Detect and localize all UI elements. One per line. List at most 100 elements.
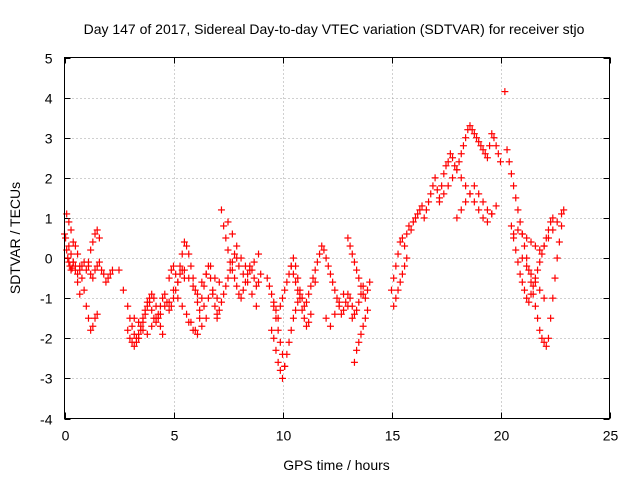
- data-point: [272, 306, 280, 314]
- data-point: [457, 150, 465, 158]
- data-point: [137, 322, 145, 330]
- data-point: [128, 338, 136, 346]
- data-point: [222, 234, 230, 242]
- data-point: [207, 262, 215, 270]
- data-point: [204, 294, 212, 302]
- data-point: [420, 214, 428, 222]
- data-point: [252, 282, 260, 290]
- data-point: [272, 314, 280, 322]
- x-tick-label: 0: [62, 428, 70, 444]
- data-point: [202, 314, 210, 322]
- data-point: [180, 238, 188, 246]
- data-point: [289, 314, 297, 322]
- data-point: [108, 266, 116, 274]
- data-point: [470, 182, 478, 190]
- data-point: [307, 310, 315, 318]
- data-point: [211, 274, 219, 282]
- data-point: [394, 250, 402, 258]
- data-point: [453, 214, 461, 222]
- data-point: [231, 250, 239, 258]
- data-point: [309, 274, 317, 282]
- data-point: [520, 286, 528, 294]
- data-point: [355, 338, 363, 346]
- data-point: [196, 306, 204, 314]
- data-point: [69, 238, 77, 246]
- data-point: [65, 242, 73, 250]
- data-point: [527, 290, 535, 298]
- data-point: [401, 262, 409, 270]
- data-point: [516, 218, 524, 226]
- data-point: [348, 314, 356, 322]
- data-point: [124, 326, 132, 334]
- data-point: [78, 274, 86, 282]
- data-point: [488, 130, 496, 138]
- data-point: [514, 258, 522, 266]
- data-point: [435, 198, 443, 206]
- data-point: [139, 314, 147, 322]
- data-point: [418, 202, 426, 210]
- data-point: [300, 314, 308, 322]
- data-point: [531, 302, 539, 310]
- data-point: [193, 298, 201, 306]
- data-point: [507, 222, 515, 230]
- data-point: [220, 222, 228, 230]
- data-point: [514, 206, 522, 214]
- data-point: [213, 294, 221, 302]
- data-point: [340, 306, 348, 314]
- data-point: [512, 194, 520, 202]
- data-point: [87, 270, 95, 278]
- data-point: [536, 326, 544, 334]
- data-point: [427, 190, 435, 198]
- data-point: [536, 286, 544, 294]
- data-point: [501, 88, 509, 96]
- data-point: [174, 278, 182, 286]
- data-point: [62, 234, 70, 242]
- data-point: [477, 142, 485, 150]
- data-point: [193, 290, 201, 298]
- data-point: [536, 246, 544, 254]
- data-point: [429, 182, 437, 190]
- data-point: [135, 330, 143, 338]
- y-axis-label: SDTVAR / TECUs: [7, 182, 23, 294]
- data-point: [198, 278, 206, 286]
- data-point: [250, 258, 258, 266]
- data-point: [366, 278, 374, 286]
- data-point: [98, 266, 106, 274]
- data-point: [165, 298, 173, 306]
- data-point: [91, 314, 99, 322]
- data-point: [531, 278, 539, 286]
- data-point: [152, 314, 160, 322]
- data-point: [540, 242, 548, 250]
- data-point: [294, 298, 302, 306]
- data-point: [274, 358, 282, 366]
- data-point: [237, 294, 245, 302]
- data-points: [61, 88, 568, 382]
- data-point: [255, 278, 263, 286]
- data-point: [403, 254, 411, 262]
- data-point: [235, 290, 243, 298]
- data-point: [433, 186, 441, 194]
- data-point: [215, 278, 223, 286]
- data-point: [475, 138, 483, 146]
- data-point: [331, 286, 339, 294]
- data-point: [217, 206, 225, 214]
- data-point: [215, 306, 223, 314]
- data-point: [202, 270, 210, 278]
- data-point: [359, 322, 367, 330]
- data-point: [152, 302, 160, 310]
- data-point: [165, 274, 173, 282]
- data-point: [87, 246, 95, 254]
- data-point: [305, 318, 313, 326]
- data-point: [165, 306, 173, 314]
- y-tick-label: 3: [45, 131, 53, 147]
- data-point: [398, 270, 406, 278]
- data-point: [274, 326, 282, 334]
- data-point: [93, 310, 101, 318]
- data-point: [224, 274, 232, 282]
- data-point: [353, 266, 361, 274]
- data-point: [237, 254, 245, 262]
- data-point: [209, 286, 217, 294]
- data-point: [84, 314, 92, 322]
- data-point: [250, 274, 258, 282]
- data-point: [536, 258, 544, 266]
